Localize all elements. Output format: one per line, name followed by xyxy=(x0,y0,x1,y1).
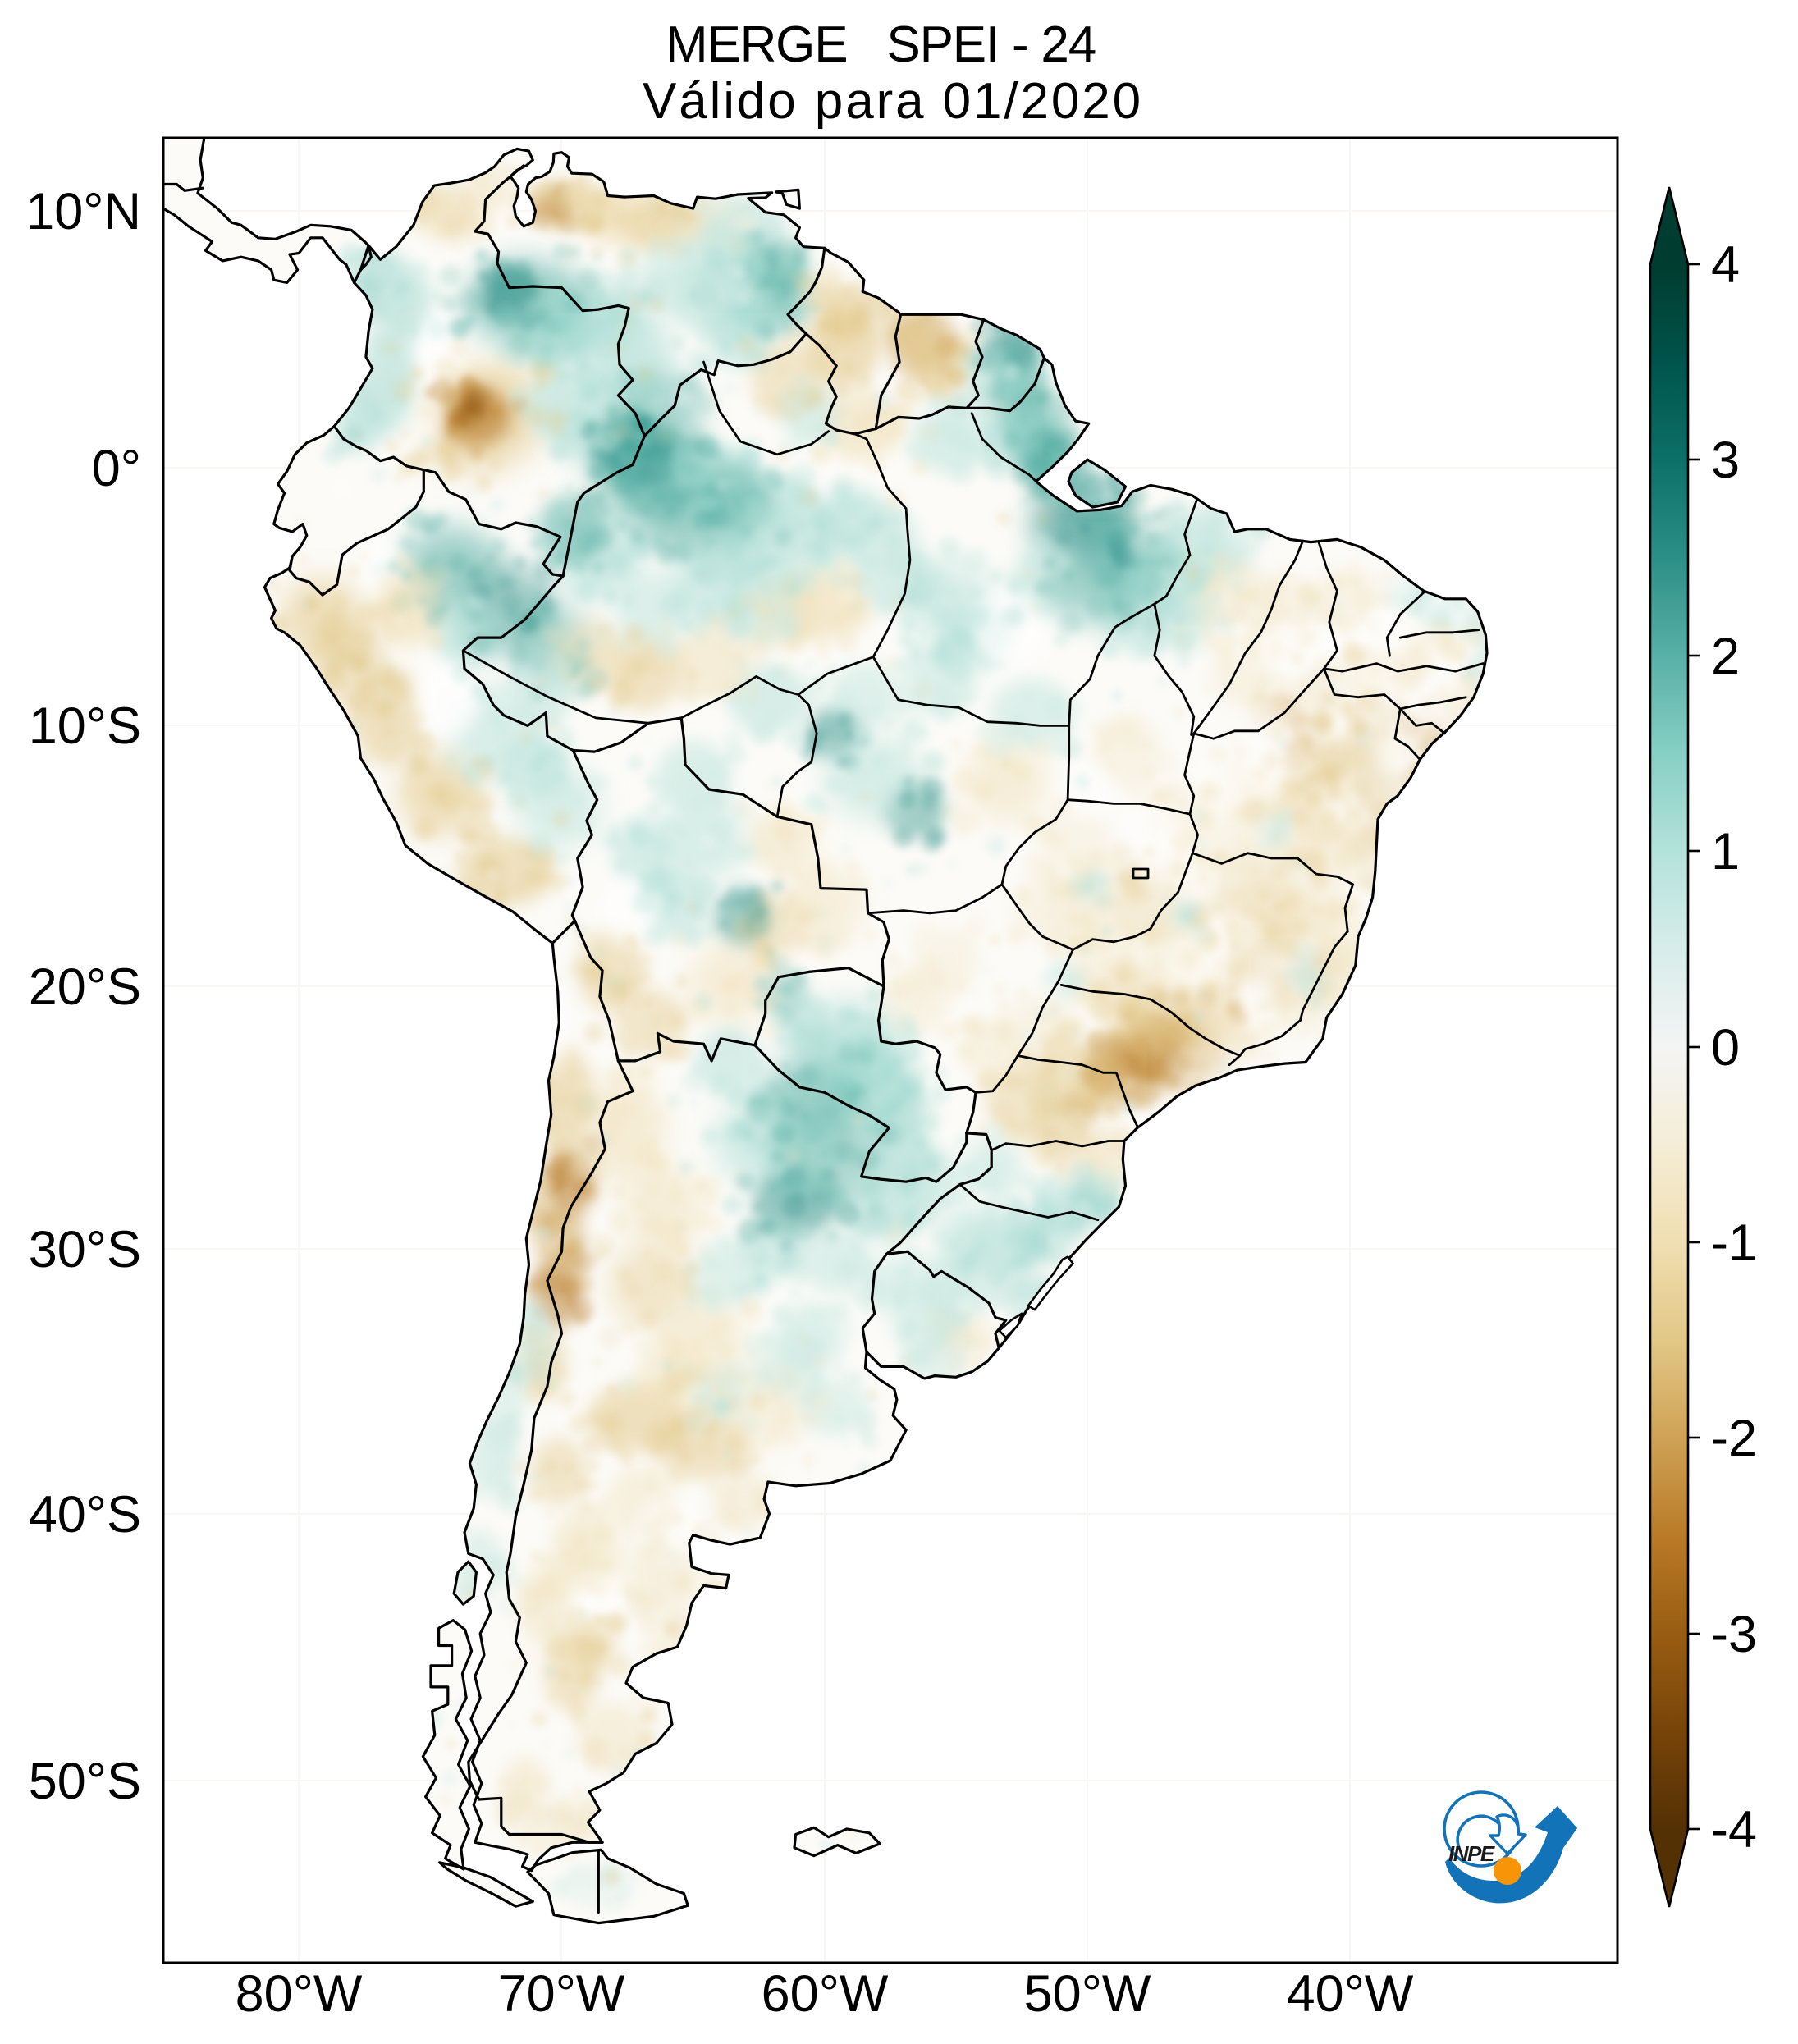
svg-text:Válido para 01/2020: Válido para 01/2020 xyxy=(643,73,1143,130)
svg-text:1: 1 xyxy=(1711,823,1740,880)
svg-text:2: 2 xyxy=(1711,628,1740,685)
svg-text:4: 4 xyxy=(1711,236,1740,294)
svg-text:50°S: 50°S xyxy=(29,1753,141,1810)
svg-text:-3: -3 xyxy=(1711,1606,1757,1663)
svg-text:60°W: 60°W xyxy=(762,1965,889,2023)
svg-text:40°S: 40°S xyxy=(29,1486,141,1543)
svg-text:10°N: 10°N xyxy=(25,183,141,240)
svg-text:0: 0 xyxy=(1711,1019,1740,1077)
svg-text:INPE: INPE xyxy=(1448,1841,1495,1866)
svg-text:50°W: 50°W xyxy=(1024,1965,1151,2023)
svg-text:-1: -1 xyxy=(1711,1214,1757,1272)
svg-text:20°S: 20°S xyxy=(29,958,141,1016)
svg-text:70°W: 70°W xyxy=(498,1965,625,2023)
svg-text:-4: -4 xyxy=(1711,1801,1757,1859)
svg-text:0°: 0° xyxy=(92,440,141,497)
svg-text:80°W: 80°W xyxy=(236,1965,363,2023)
svg-text:MERGE SPEI - 24: MERGE SPEI - 24 xyxy=(666,16,1096,73)
svg-text:3: 3 xyxy=(1711,432,1740,489)
svg-text:-2: -2 xyxy=(1711,1410,1757,1467)
svg-text:30°S: 30°S xyxy=(29,1221,141,1278)
svg-text:10°S: 10°S xyxy=(29,697,141,755)
svg-text:40°W: 40°W xyxy=(1287,1965,1414,2023)
